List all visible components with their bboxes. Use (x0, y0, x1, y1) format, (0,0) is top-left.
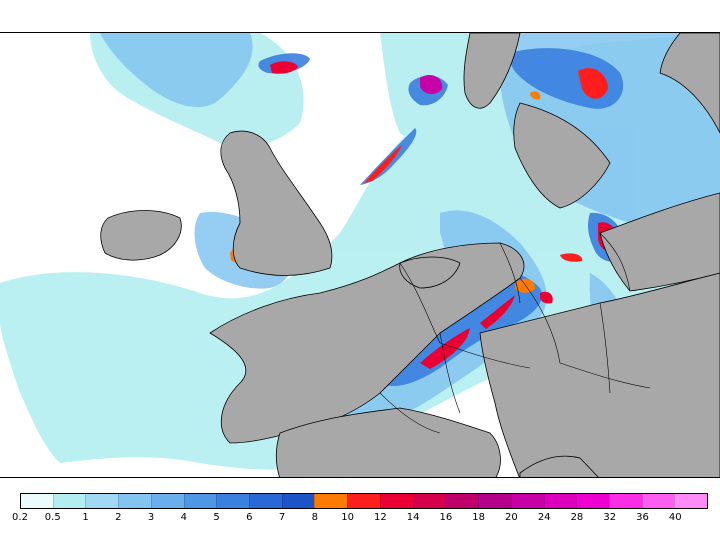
colorbar-tick-label: 8 (311, 512, 319, 523)
colorbar-tick-label: 5 (213, 512, 220, 523)
border-layer (379, 232, 651, 434)
colorbar-tick-label: 18 (472, 512, 486, 523)
colorbar-tick-label: 6 (246, 512, 253, 523)
colorbar-tick-label: 1 (82, 512, 89, 523)
colorbar-tick-label: 32 (603, 512, 617, 523)
colorbar-swatch (183, 494, 217, 508)
colorbar-swatch (150, 494, 184, 508)
colorbar-tick-labels: 0.2 0.5 1 2 3 4 5 6 7 8 10 12 14 16 18 20 24 28 32 36 40 (0, 512, 720, 528)
colorbar-swatch (412, 494, 446, 508)
colorbar-swatch (478, 494, 511, 508)
precipitation-colorbar (20, 493, 708, 509)
colorbar-swatch (674, 494, 708, 508)
colorbar-tick-label: 3 (147, 512, 155, 523)
precipitation-map (0, 32, 720, 478)
colorbar-swatch (21, 494, 53, 508)
colorbar-swatch (543, 494, 577, 508)
colorbar-tick-label: 0.5 (44, 512, 61, 523)
colorbar-swatch (608, 494, 642, 508)
colorbar-tick-label: 16 (439, 512, 453, 523)
colorbar-tick-label: 40 (668, 512, 682, 523)
colorbar-swatch (249, 494, 282, 508)
colorbar-tick-label: 0.2 (12, 512, 28, 523)
colorbar-tick-label: 12 (374, 512, 387, 523)
colorbar-tick-label: 36 (636, 512, 649, 523)
colorbar-tick-label: 10 (341, 512, 354, 523)
colorbar-swatch (379, 494, 413, 508)
colorbar-swatch (118, 494, 151, 508)
colorbar-tick-label: 4 (180, 512, 187, 523)
colorbar-swatch (576, 494, 609, 508)
colorbar-swatch (445, 494, 479, 508)
colorbar-swatch (510, 494, 544, 508)
colorbar-swatch (347, 494, 380, 508)
colorbar-swatch (314, 494, 348, 508)
colorbar-swatch (85, 494, 119, 508)
colorbar-tick-label: 2 (115, 512, 122, 523)
colorbar-swatch (216, 494, 250, 508)
land-layer (100, 33, 720, 477)
colorbar-tick-label: 14 (406, 512, 420, 523)
colorbar-swatch (641, 494, 675, 508)
colorbar-tick-label: 20 (505, 512, 518, 523)
colorbar-tick-label: 28 (570, 512, 584, 523)
map-canvas (0, 33, 720, 477)
colorbar-swatch (281, 494, 315, 508)
colorbar-tick-label: 24 (537, 512, 551, 523)
colorbar-swatch (52, 494, 86, 508)
colorbar-tick-label: 7 (278, 512, 286, 523)
